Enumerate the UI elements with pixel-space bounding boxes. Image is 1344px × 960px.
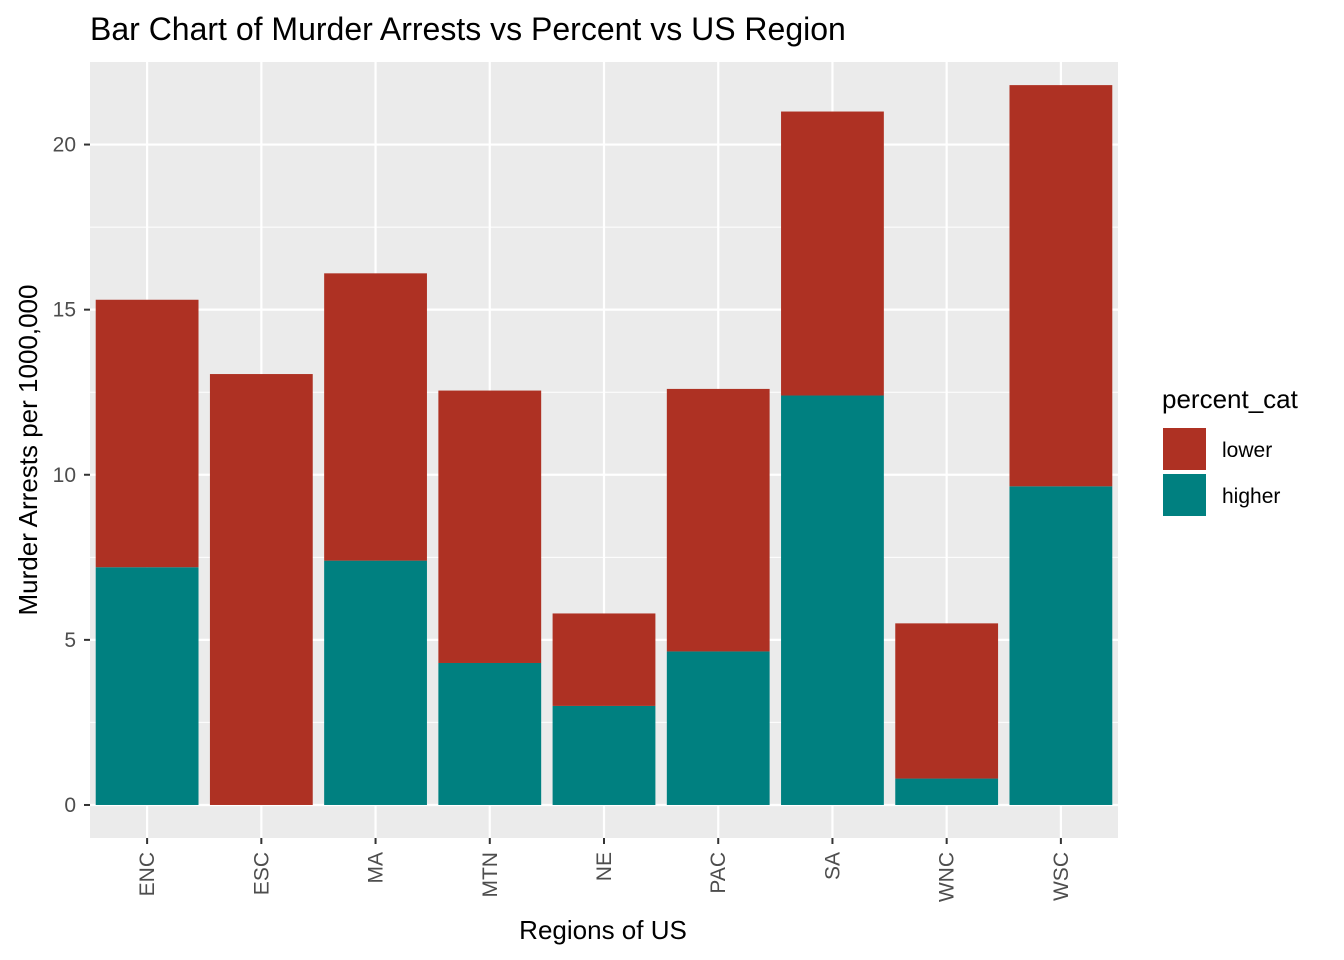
bar-higher-wsc [1009, 486, 1113, 805]
bar-higher-sa [781, 395, 884, 805]
x-tick-label: SA [821, 852, 844, 880]
bar-higher-enc [95, 567, 199, 805]
x-tick-label: MTN [479, 852, 502, 898]
y-tick-label: 10 [53, 464, 76, 487]
y-axis-title: Murder Arrests per 1000,000 [13, 285, 43, 616]
x-tick-label: WSC [1050, 852, 1073, 901]
bar-lower-ma [324, 273, 427, 561]
x-tick-label: ESC [250, 852, 273, 895]
bar-higher-ma [324, 560, 427, 805]
x-tick-label: NE [593, 852, 616, 881]
legend-label-higher: higher [1222, 485, 1280, 508]
bar-lower-ne [552, 613, 656, 706]
bar-lower-enc [95, 299, 199, 568]
bar-lower-mtn [438, 390, 542, 663]
x-tick-label: MA [365, 852, 388, 884]
legend-title: percent_cat [1162, 384, 1299, 414]
y-axis: 0 5 10 15 20 [53, 134, 90, 817]
bar-higher-pac [666, 651, 770, 805]
y-tick-label: 5 [64, 629, 76, 652]
bar-higher-ne [552, 705, 656, 805]
bar-lower-wnc [895, 623, 999, 779]
y-tick-label: 0 [64, 794, 76, 817]
chart-title: Bar Chart of Murder Arrests vs Percent v… [90, 11, 846, 47]
bars [95, 85, 1113, 805]
x-tick-label: PAC [707, 852, 730, 894]
x-tick-label: ENC [136, 852, 159, 896]
y-tick-label: 20 [53, 134, 76, 157]
bar-lower-esc [209, 374, 313, 805]
x-axis-title: Regions of US [519, 915, 687, 945]
legend-swatch-higher [1163, 474, 1206, 516]
bar-higher-mtn [438, 662, 542, 805]
legend: percent_cat lower higher [1162, 384, 1299, 516]
legend-swatch-lower [1163, 428, 1206, 470]
bar-lower-wsc [1009, 85, 1113, 487]
bar-lower-sa [781, 111, 884, 396]
bar-lower-pac [666, 388, 770, 652]
x-axis: ENC ESC MA MTN NE PAC SA WNC WSC [136, 838, 1073, 902]
legend-label-lower: lower [1222, 439, 1272, 462]
bar-higher-wnc [895, 778, 999, 805]
y-tick-label: 15 [53, 299, 76, 322]
x-tick-label: WNC [936, 852, 959, 902]
